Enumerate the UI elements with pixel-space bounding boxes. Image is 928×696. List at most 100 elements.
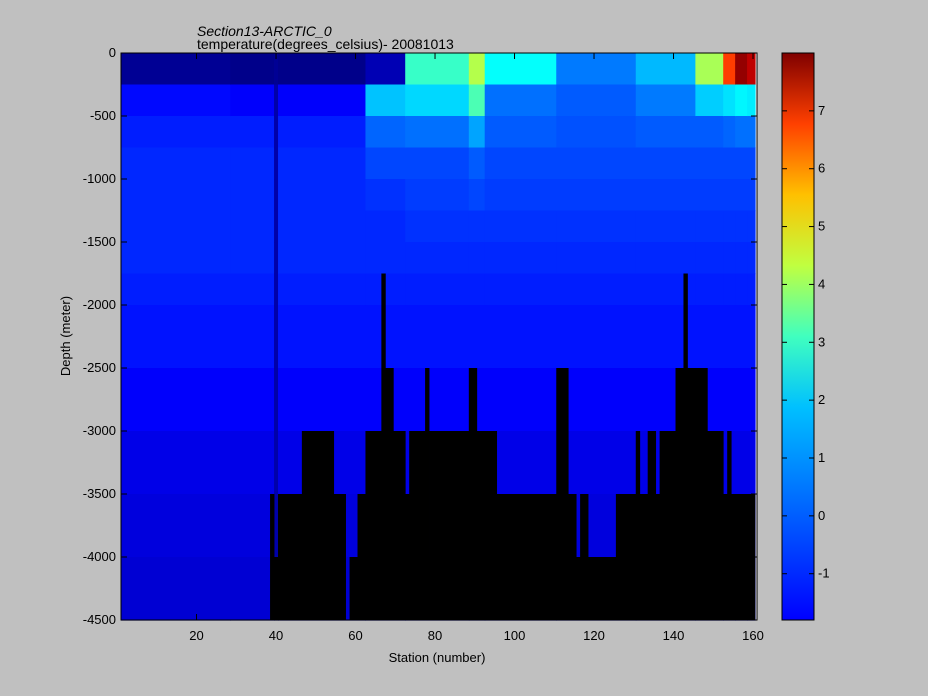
colorbar-tick-label: 3 — [818, 334, 825, 349]
heat-cell — [121, 210, 231, 243]
heat-cell — [230, 557, 275, 621]
heat-cell — [735, 273, 748, 306]
colorbar-tick-label: -1 — [818, 566, 830, 581]
heat-cell — [405, 210, 470, 243]
seafloor-bar — [683, 273, 688, 620]
heat-cell — [365, 179, 406, 212]
colorbar-tick-label: 4 — [818, 276, 825, 291]
heat-cell — [121, 116, 231, 149]
heat-cell — [405, 147, 470, 180]
seafloor-bar — [281, 494, 303, 620]
heat-cell — [278, 179, 367, 212]
heat-cell — [230, 210, 275, 243]
heat-cell — [747, 53, 756, 86]
heat-cell — [121, 368, 231, 432]
heat-cell — [695, 147, 724, 180]
heat-cell — [121, 494, 231, 558]
seafloor-bar — [409, 431, 426, 620]
heat-cell — [747, 147, 756, 180]
heat-cell — [468, 179, 486, 212]
seafloor-bar — [476, 431, 498, 620]
colorbar-tick-label: 1 — [818, 450, 825, 465]
y-tick-label: -3000 — [83, 423, 116, 438]
heat-cell — [747, 368, 756, 432]
heat-cell — [484, 242, 557, 275]
x-tick-label: 140 — [663, 628, 685, 643]
heat-cell — [230, 179, 275, 212]
heat-cell — [468, 116, 486, 149]
heat-cell — [278, 305, 367, 369]
heat-cell — [723, 53, 736, 86]
heat-cell — [695, 305, 724, 369]
heat-cell — [484, 210, 557, 243]
heat-cell — [278, 53, 367, 86]
seafloor-bar — [556, 368, 569, 620]
colorbar-ticks: -1 0 1 2 3 4 5 6 7 — [782, 103, 830, 581]
x-tick-label: 120 — [583, 628, 605, 643]
heat-cell — [365, 53, 406, 86]
heat-cell — [484, 53, 557, 86]
heat-cell — [274, 84, 279, 117]
seafloor-bar — [588, 557, 617, 620]
heat-cell — [723, 179, 736, 212]
seafloor-bar — [425, 368, 430, 620]
heat-cell — [556, 368, 637, 432]
heat-cell — [405, 53, 470, 86]
heat-cell — [735, 147, 748, 180]
seafloor-bar — [635, 431, 641, 620]
heat-cell — [121, 431, 231, 495]
heat-cell — [274, 53, 279, 86]
heat-cell — [405, 116, 470, 149]
heat-cell — [484, 84, 557, 117]
heat-cell — [230, 368, 275, 432]
heat-cell — [230, 84, 275, 117]
heat-cell — [723, 273, 736, 306]
seafloor-bar — [639, 494, 649, 620]
seafloor-bar — [357, 494, 366, 620]
x-axis-ticks: 20 40 60 80 100 120 140 160 — [189, 53, 764, 643]
y-tick-label: -2500 — [83, 360, 116, 375]
heat-cell — [230, 494, 275, 558]
heat-cell — [365, 210, 406, 243]
colorbar-tick-label: 0 — [818, 508, 825, 523]
heat-cell — [274, 179, 279, 212]
y-axis-label: Depth (meter) — [58, 296, 73, 376]
heat-cell — [723, 305, 736, 369]
x-axis-label: Station (number) — [389, 650, 486, 665]
seafloor-bar — [270, 494, 275, 620]
heat-cell — [556, 84, 637, 117]
seafloor-bar — [429, 431, 470, 620]
heat-cell — [635, 210, 696, 243]
heat-cell — [723, 210, 736, 243]
heat-cell — [556, 147, 637, 180]
seafloor-bar — [365, 431, 382, 620]
heat-cell — [405, 368, 470, 432]
heat-cell — [635, 116, 696, 149]
heat-cell — [278, 84, 367, 117]
heat-cell — [230, 53, 275, 86]
heat-cell — [230, 116, 275, 149]
heat-cell — [747, 242, 756, 275]
heat-cell — [468, 84, 486, 117]
heat-cell — [635, 179, 696, 212]
seafloor-bar — [580, 494, 589, 620]
seafloor-bar — [727, 431, 732, 620]
x-tick-label: 20 — [189, 628, 203, 643]
heat-cell — [695, 53, 724, 86]
seafloor-bar — [723, 494, 728, 620]
heat-cell — [230, 242, 275, 275]
plot-frame — [120, 52, 758, 621]
seafloor-bar — [675, 368, 684, 620]
colorbar-tick-label: 6 — [818, 161, 825, 176]
heat-cell — [723, 84, 736, 117]
heat-cell — [723, 242, 736, 275]
x-tick-label: 160 — [742, 628, 764, 643]
heat-cell — [735, 431, 748, 495]
colorbar-tick-label: 5 — [818, 219, 825, 234]
heat-cell — [735, 242, 748, 275]
heat-cell — [274, 273, 279, 306]
heat-cell — [695, 116, 724, 149]
heat-cell — [468, 53, 486, 86]
y-tick-label: -1000 — [83, 171, 116, 186]
y-tick-label: -2000 — [83, 297, 116, 312]
